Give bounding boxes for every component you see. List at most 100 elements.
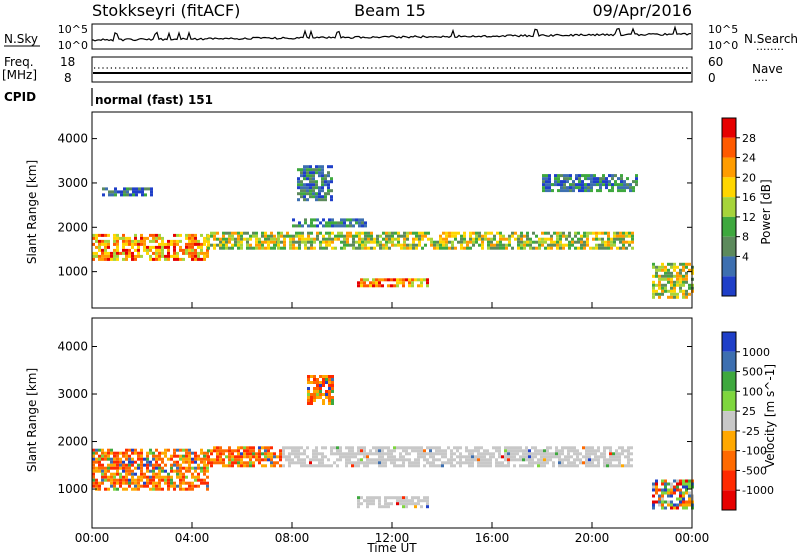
- echo-cell: [526, 240, 529, 244]
- echo-cell: [292, 234, 295, 238]
- echo-cell: [587, 177, 590, 181]
- echo-cell: [667, 295, 670, 299]
- echo-cell: [526, 237, 529, 241]
- echo-cell: [593, 183, 596, 187]
- echo-cell: [176, 448, 179, 452]
- echo-cell: [652, 289, 655, 293]
- freq-strip-frame: [91, 56, 693, 83]
- echo-cell: [191, 248, 194, 252]
- echo-cell: [234, 458, 237, 462]
- echo-cell: [358, 240, 361, 244]
- echo-cell: [396, 278, 399, 282]
- echo-cell: [426, 499, 429, 503]
- echo-cell: [321, 458, 324, 462]
- echo-cell: [375, 452, 378, 456]
- echo-cell: [424, 243, 427, 247]
- echo-cell: [355, 234, 358, 238]
- echo-cell: [318, 189, 321, 193]
- echo-cell: [673, 262, 676, 266]
- echo-cell: [336, 464, 339, 468]
- echo-cell: [144, 193, 147, 197]
- echo-cell: [606, 446, 609, 450]
- echo-cell: [574, 231, 577, 235]
- echo-cell: [264, 449, 267, 453]
- echo-cell: [604, 240, 607, 244]
- echo-cell: [565, 243, 568, 247]
- echo-cell: [412, 237, 415, 241]
- echo-cell: [626, 183, 629, 187]
- echo-cell: [688, 494, 691, 498]
- echo-cell: [336, 458, 339, 462]
- echo-cell: [453, 458, 456, 462]
- echo-cell: [361, 237, 364, 241]
- echo-cell: [197, 251, 200, 255]
- echo-cell: [420, 455, 423, 459]
- echo-cell: [108, 190, 111, 194]
- echo-cell: [688, 482, 691, 486]
- echo-cell: [370, 237, 373, 241]
- echo-cell: [325, 393, 328, 396]
- echo-cell: [270, 234, 273, 238]
- echo-cell: [95, 245, 98, 249]
- echo-cell: [294, 449, 297, 453]
- echo-cell: [436, 246, 439, 250]
- echo-cell: [632, 189, 635, 193]
- echo-cell: [597, 464, 600, 468]
- echo-cell: [520, 246, 523, 250]
- echo-cell: [486, 449, 489, 453]
- echo-cell: [612, 452, 615, 456]
- echo-cell: [568, 246, 571, 250]
- echo-cell: [313, 246, 316, 250]
- echo-cell: [379, 246, 382, 250]
- echo-cell: [597, 461, 600, 465]
- echo-cell: [107, 254, 110, 258]
- echo-cell: [173, 469, 176, 473]
- echo-cell: [612, 458, 615, 462]
- echo-cell: [200, 481, 203, 485]
- echo-cell: [197, 239, 200, 243]
- echo-cell: [331, 218, 334, 222]
- echo-cell: [534, 461, 537, 465]
- echo-cell: [249, 234, 252, 238]
- echo-cell: [188, 254, 191, 258]
- echo-cell: [405, 278, 408, 282]
- echo-cell: [297, 449, 300, 453]
- echo-cell: [658, 488, 661, 492]
- echo-cell: [176, 251, 179, 255]
- echo-cell: [188, 487, 191, 491]
- echo-cell: [92, 457, 95, 461]
- echo-cell: [688, 286, 691, 290]
- echo-cell: [507, 446, 510, 450]
- echo-cell: [297, 186, 300, 190]
- echo-cell: [459, 458, 462, 462]
- echo-cell: [200, 248, 203, 252]
- echo-cell: [182, 248, 185, 252]
- echo-cell: [366, 278, 369, 282]
- echo-cell: [140, 460, 143, 464]
- echo-cell: [316, 396, 319, 399]
- echo-cell: [387, 502, 390, 506]
- echo-cell: [405, 502, 408, 506]
- echo-cell: [451, 240, 454, 244]
- echo-cell: [561, 464, 564, 468]
- echo-cell: [179, 239, 182, 243]
- echo-cell: [170, 475, 173, 479]
- colorbar-swatch: [722, 137, 736, 158]
- echo-cell: [95, 233, 98, 237]
- echo-cell: [210, 449, 213, 453]
- echo-cell: [107, 457, 110, 461]
- echo-cell: [584, 177, 587, 181]
- echo-cell: [628, 231, 631, 235]
- echo-cell: [682, 280, 685, 284]
- echo-cell: [213, 446, 216, 450]
- echo-cell: [307, 387, 310, 390]
- echo-cell: [330, 189, 333, 193]
- echo-cell: [255, 455, 258, 459]
- echo-cell: [321, 174, 324, 178]
- echo-cell: [558, 455, 561, 459]
- echo-cell: [273, 464, 276, 468]
- echo-cell: [176, 460, 179, 464]
- echo-cell: [246, 237, 249, 241]
- echo-cell: [101, 457, 104, 461]
